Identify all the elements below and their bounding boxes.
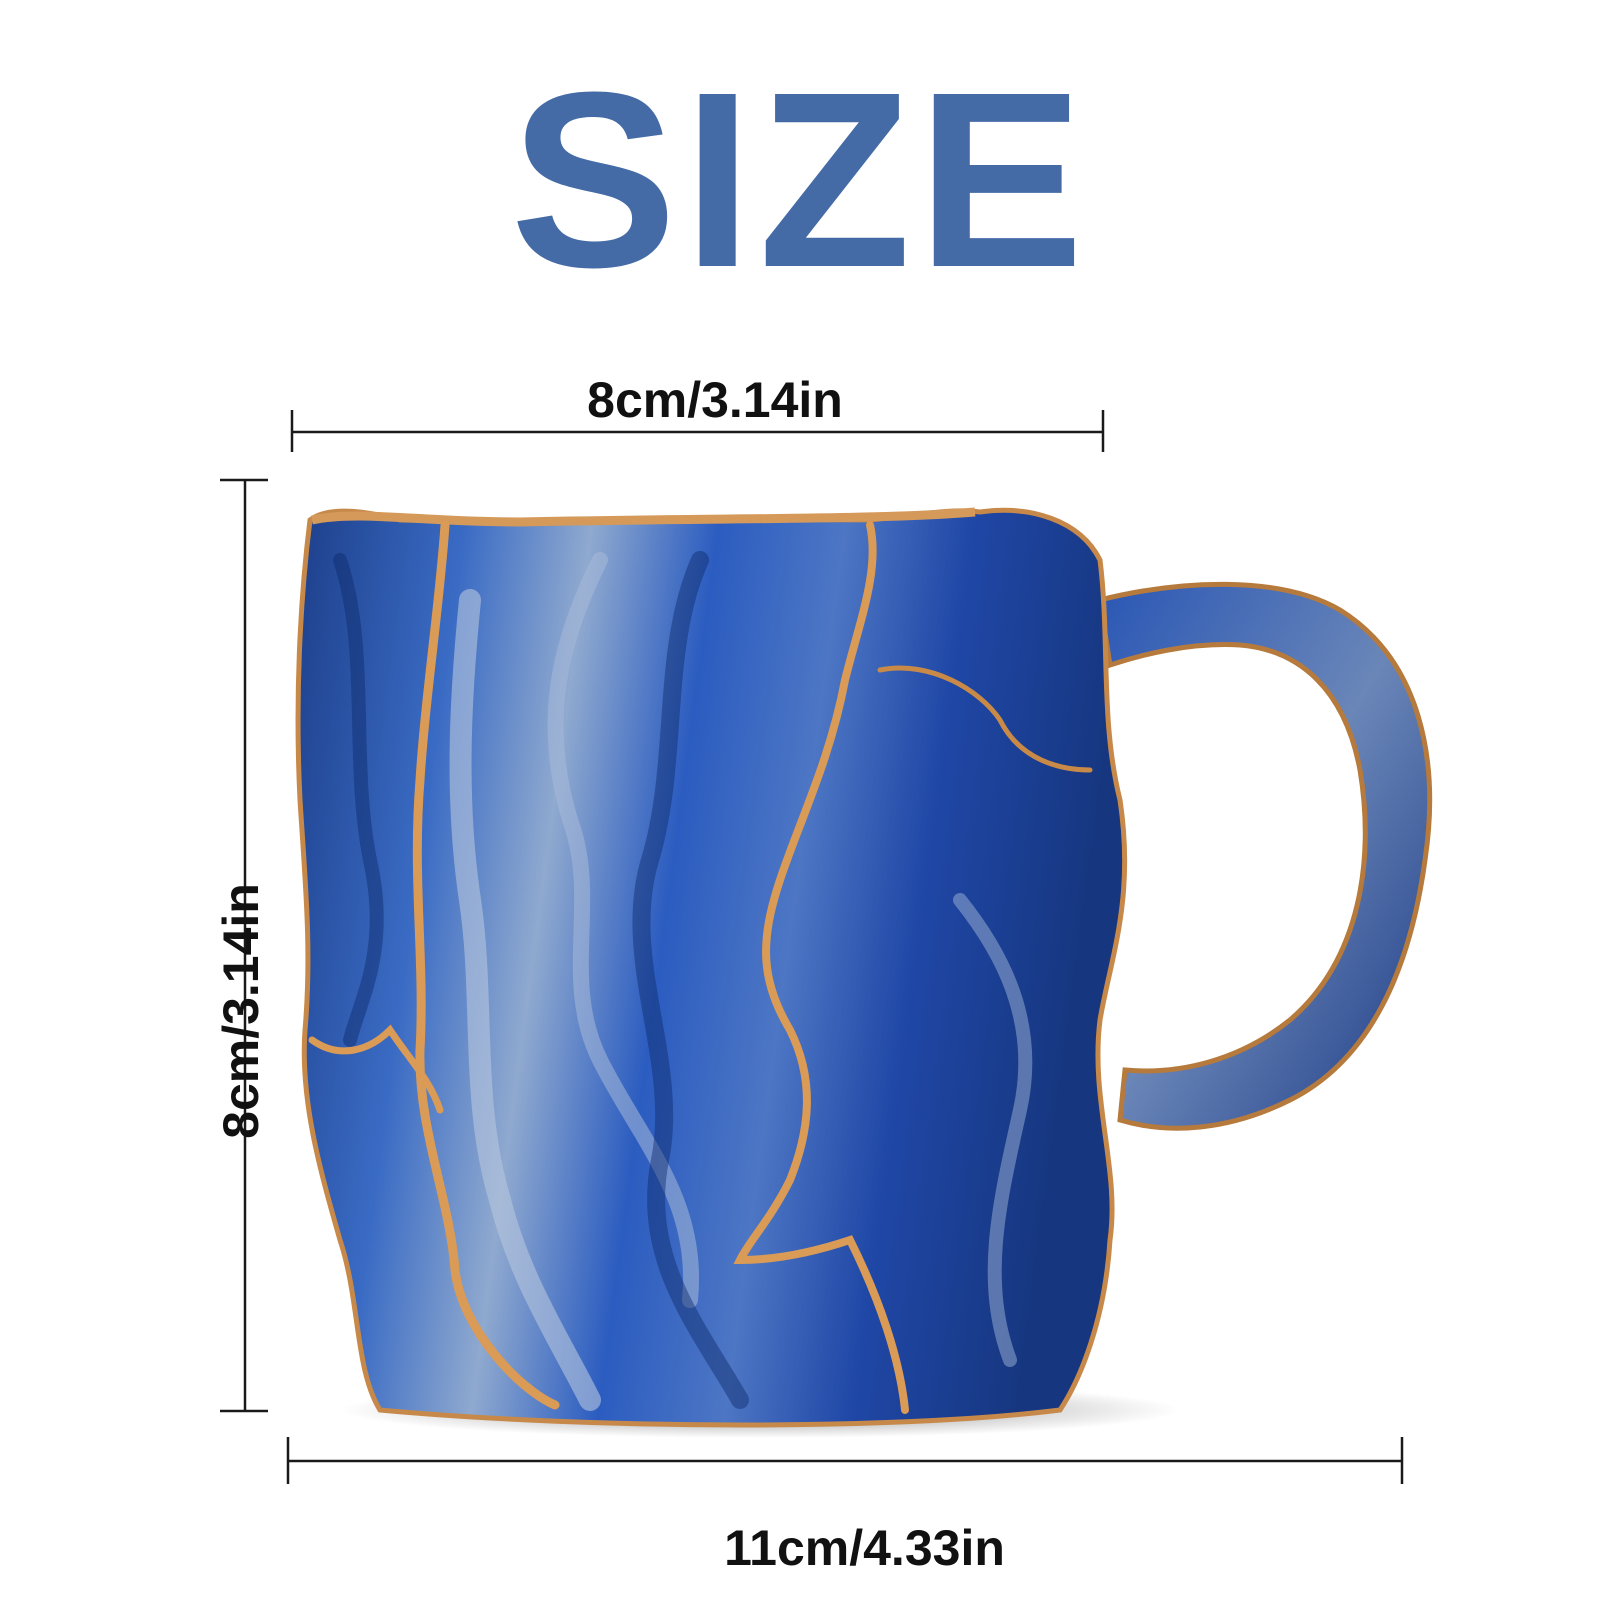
size-title: SIZE xyxy=(510,40,1090,319)
agate-band xyxy=(449,589,601,1411)
bottom-width-dimension xyxy=(286,1437,1404,1484)
bottom-width-label: 11cm/4.33in xyxy=(724,1520,1005,1576)
gold-vein xyxy=(308,1024,444,1114)
agate-band xyxy=(953,893,1033,1367)
mug-rim xyxy=(311,507,976,527)
agate-band xyxy=(547,552,700,1308)
mug-handle xyxy=(1097,581,1433,1131)
gold-vein xyxy=(733,521,909,1414)
agate-band xyxy=(333,553,384,1047)
height-dimension xyxy=(220,478,268,1413)
gold-vein xyxy=(877,665,1093,773)
top-width-dimension xyxy=(290,410,1105,452)
agate-band xyxy=(632,551,749,1409)
height-label: 8cm/3.14in xyxy=(213,883,269,1139)
top-width-label: 8cm/3.14in xyxy=(587,372,843,428)
gold-vein xyxy=(412,520,560,1410)
